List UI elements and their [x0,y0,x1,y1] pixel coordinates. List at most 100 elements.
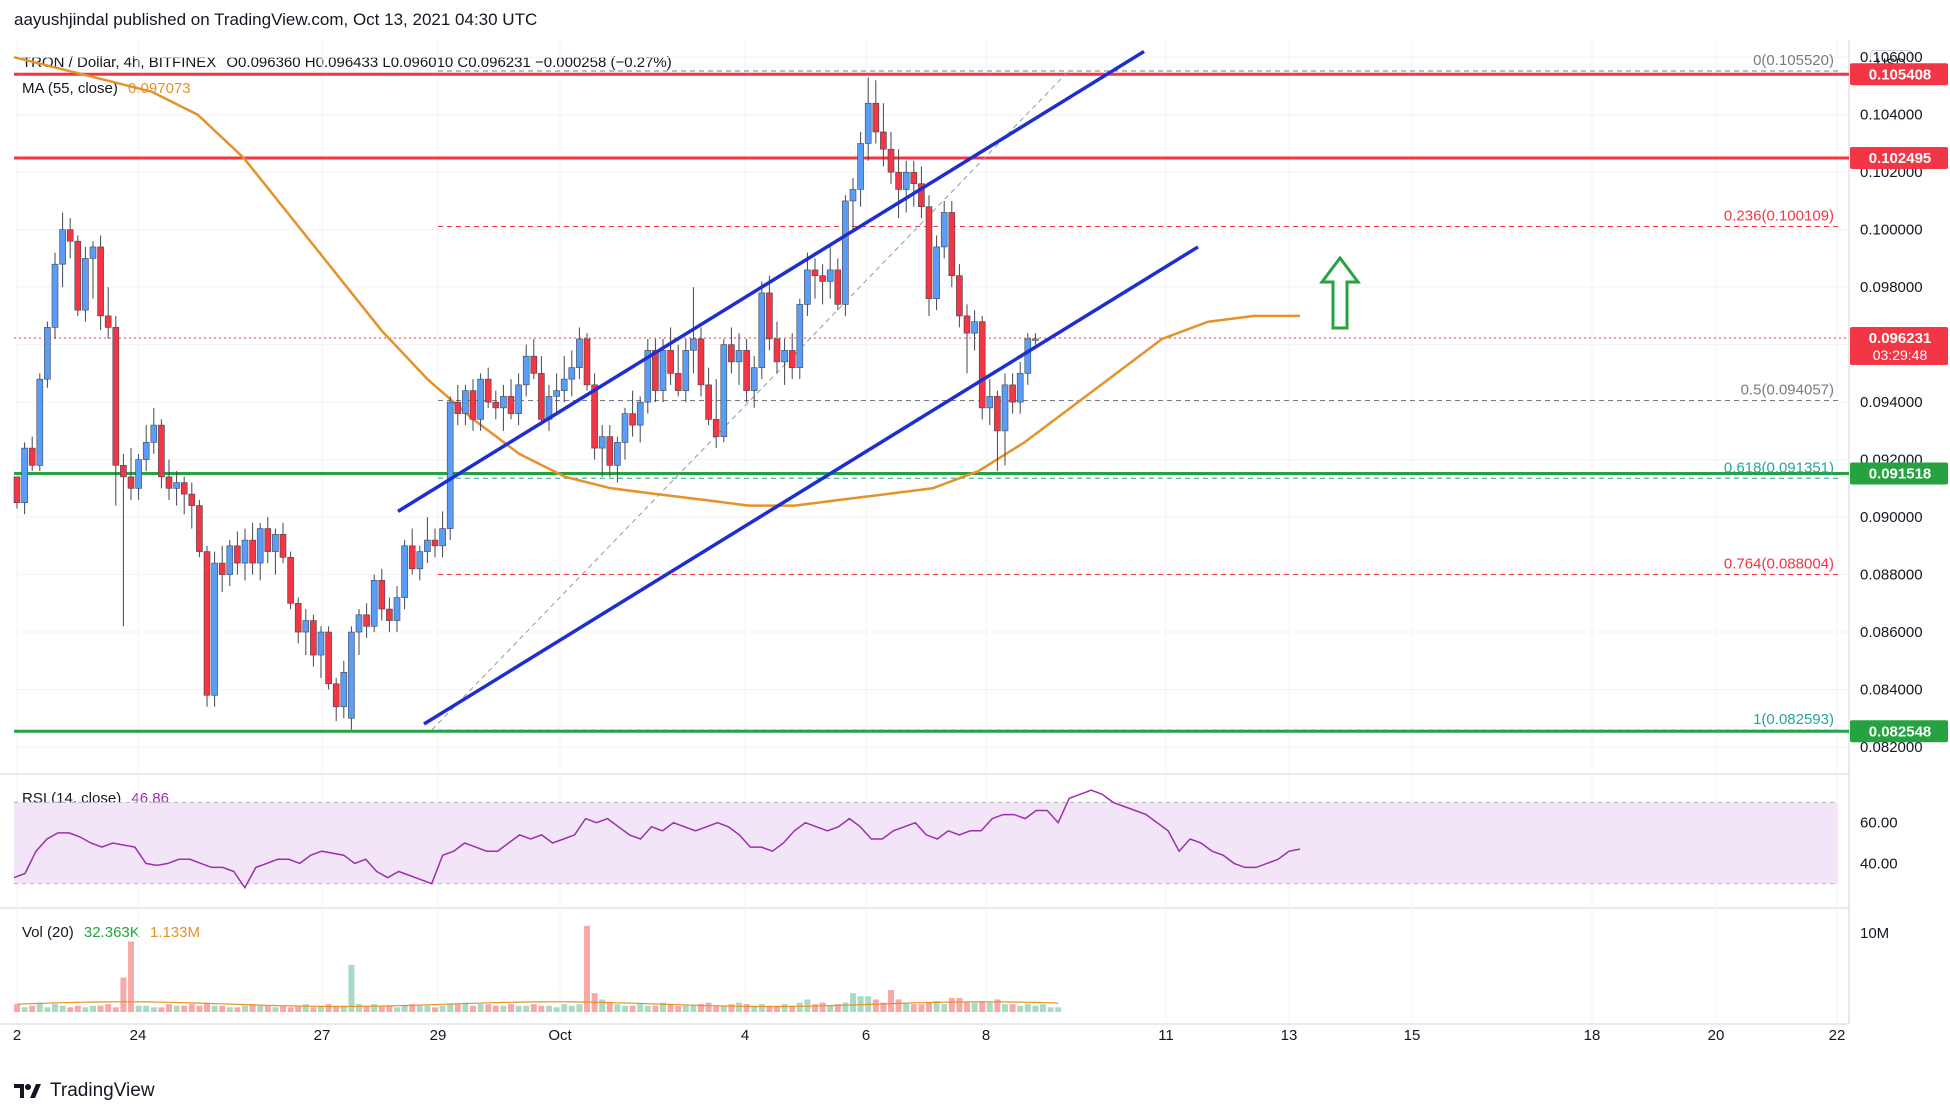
volume-bar [280,1005,286,1012]
candle-body [895,171,902,190]
volume-bar [933,1001,940,1012]
candle-body [667,350,674,374]
volume-bar [508,1004,514,1012]
volume-bar [439,1005,446,1012]
volume-bar [926,1002,932,1012]
volume-bar [173,1005,180,1012]
candle-body [538,373,545,420]
volume-bar [637,1004,644,1012]
candle-body [576,338,583,368]
candle-body [842,200,849,305]
candle-body [583,338,591,386]
candle-body [302,620,310,633]
price-tick-label: 0.106000 [1860,49,1923,66]
last-price-label: 0.096231 [1869,330,1932,347]
volume-bar [1024,1004,1031,1012]
candle-body [492,401,500,409]
volume-bar [470,1005,476,1012]
volume-bar [264,1005,271,1012]
ma-legend: MA (55, close) 0.097073 [22,80,191,97]
candle-body [241,539,249,564]
resistance-2-label: 0.102495 [1869,150,1932,167]
candle-body [933,246,940,299]
candle-body [636,401,644,426]
candle-body [211,562,218,696]
candle-body [705,384,712,420]
candle-body [477,378,484,420]
candle-body [51,263,59,328]
time-tick-label: 4 [741,1027,749,1044]
volume-bar [500,1005,507,1012]
candle-body [507,396,515,414]
volume-bar [318,1005,324,1012]
time-tick-label: 18 [1584,1027,1601,1044]
volume-bar [553,1007,560,1012]
candle-body [287,557,294,604]
volume-bar [302,1004,309,1012]
volume-bar [523,1005,530,1012]
candle-body [682,350,690,391]
volume-bar [705,1002,712,1012]
candle-body [279,534,287,558]
volume-bar [530,1004,537,1012]
volume-bar [356,1004,362,1012]
volume-bar [682,1005,689,1012]
candle-body [165,476,173,489]
volume-bar [842,1002,849,1012]
candle-body [272,534,279,552]
candle-body [963,315,971,334]
volume-bar [97,1005,104,1012]
candles [13,77,1039,730]
candle-body [158,424,165,478]
candle-body [370,580,378,627]
volume-bar [257,1005,264,1012]
candle-body [910,171,918,185]
volume-bar [690,1005,697,1012]
volume-bar [348,965,355,1012]
volume-bar [796,1002,803,1012]
resistance-1-tag [1850,63,1948,86]
volume-bar [135,1005,142,1012]
candle-body [66,229,74,242]
volume-bar [568,1005,575,1012]
support-1-label: 0.091518 [1869,465,1932,482]
candle-body [234,545,241,564]
candle-body [568,367,576,380]
vol-value-2: 1.133M [149,924,200,941]
candle-body [948,212,956,276]
support-2-tag [1850,720,1948,743]
tradingview-logo-text: TradingView [50,1080,155,1101]
volume-bar [150,1007,157,1012]
volume-ma-line [16,1001,1059,1008]
candle-body [446,401,454,529]
volume-bar [477,1004,484,1012]
volume-bar [234,1007,241,1012]
volume-bar [74,1005,81,1012]
candle-body [127,476,135,489]
candle-body [196,505,203,552]
price-tick-label: 0.104000 [1860,107,1923,124]
volume-bar [211,1005,218,1012]
candle-body [44,327,51,380]
candle-body [1024,338,1032,374]
candle-body [621,413,629,443]
candle-body [674,373,682,391]
candle-body [424,539,431,552]
volume-bar [287,1007,294,1012]
candle-body [180,482,188,495]
volume-bar [295,1005,302,1012]
volume-bar [272,1007,279,1012]
volume-bar [1040,1004,1046,1012]
volume-bar [720,1005,727,1012]
candle-body [120,465,127,478]
volume-bar [219,1005,226,1012]
volume-bar [895,999,902,1012]
candle-body [500,396,507,409]
volume-bar [21,1007,28,1012]
volume-bar [409,1004,416,1012]
fib-level-label: 0(0.105520) [1753,52,1834,69]
volume-bar [986,1002,993,1012]
candle-body [104,315,112,328]
candle-body [325,631,332,685]
